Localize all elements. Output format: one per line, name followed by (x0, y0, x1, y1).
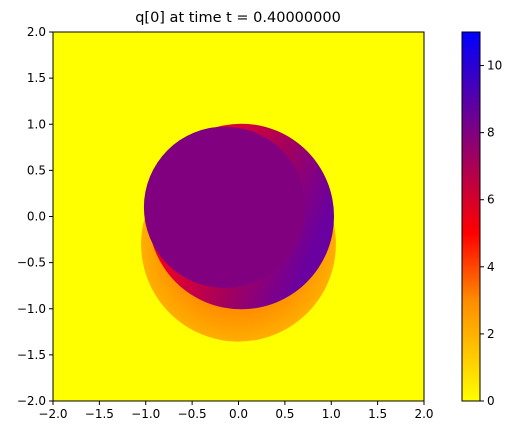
x-tick-label: −1.5 (85, 407, 114, 421)
x-tick-label: −2.0 (38, 407, 67, 421)
y-tick-label: −1.0 (17, 302, 46, 316)
x-tick-label: −0.5 (178, 407, 207, 421)
y-tick-label: 2.0 (27, 25, 46, 39)
y-tick-label: −2.0 (17, 394, 46, 408)
x-axis: −2.0 −1.5 −1.0 −0.5 0.0 0.5 1.0 1.5 2.0 (38, 401, 434, 421)
x-tick-label: 0.5 (275, 407, 294, 421)
colorbar-gradient (461, 31, 481, 402)
colorbar-tick-label: 0 (487, 394, 495, 408)
y-tick-label: −1.5 (17, 348, 46, 362)
colorbar-tick-label: 6 (487, 193, 495, 207)
y-tick-label: 1.0 (27, 117, 46, 131)
chart-title: q[0] at time t = 0.40000000 (135, 10, 341, 26)
colorbar: 0 2 4 6 8 10 (461, 31, 502, 408)
x-tick-label: −1.0 (131, 407, 160, 421)
colorbar-tick-label: 4 (487, 260, 495, 274)
x-tick-label: 1.5 (368, 407, 387, 421)
colorbar-tick-label: 10 (487, 59, 502, 73)
x-tick-label: 2.0 (414, 407, 433, 421)
y-tick-label: 0.0 (27, 210, 46, 224)
colorbar-tick-label: 8 (487, 126, 495, 140)
y-tick-label: 1.5 (27, 71, 46, 85)
y-tick-label: −0.5 (17, 256, 46, 270)
y-axis: −2.0 −1.5 −1.0 −0.5 0.0 0.5 1.0 1.5 2.0 (17, 25, 53, 408)
x-tick-label: 1.0 (322, 407, 341, 421)
y-tick-label: 0.5 (27, 163, 46, 177)
colorbar-tick-label: 2 (487, 327, 495, 341)
x-tick-label: 0.0 (229, 407, 248, 421)
core-region (143, 126, 306, 288)
plot-area (53, 32, 424, 401)
